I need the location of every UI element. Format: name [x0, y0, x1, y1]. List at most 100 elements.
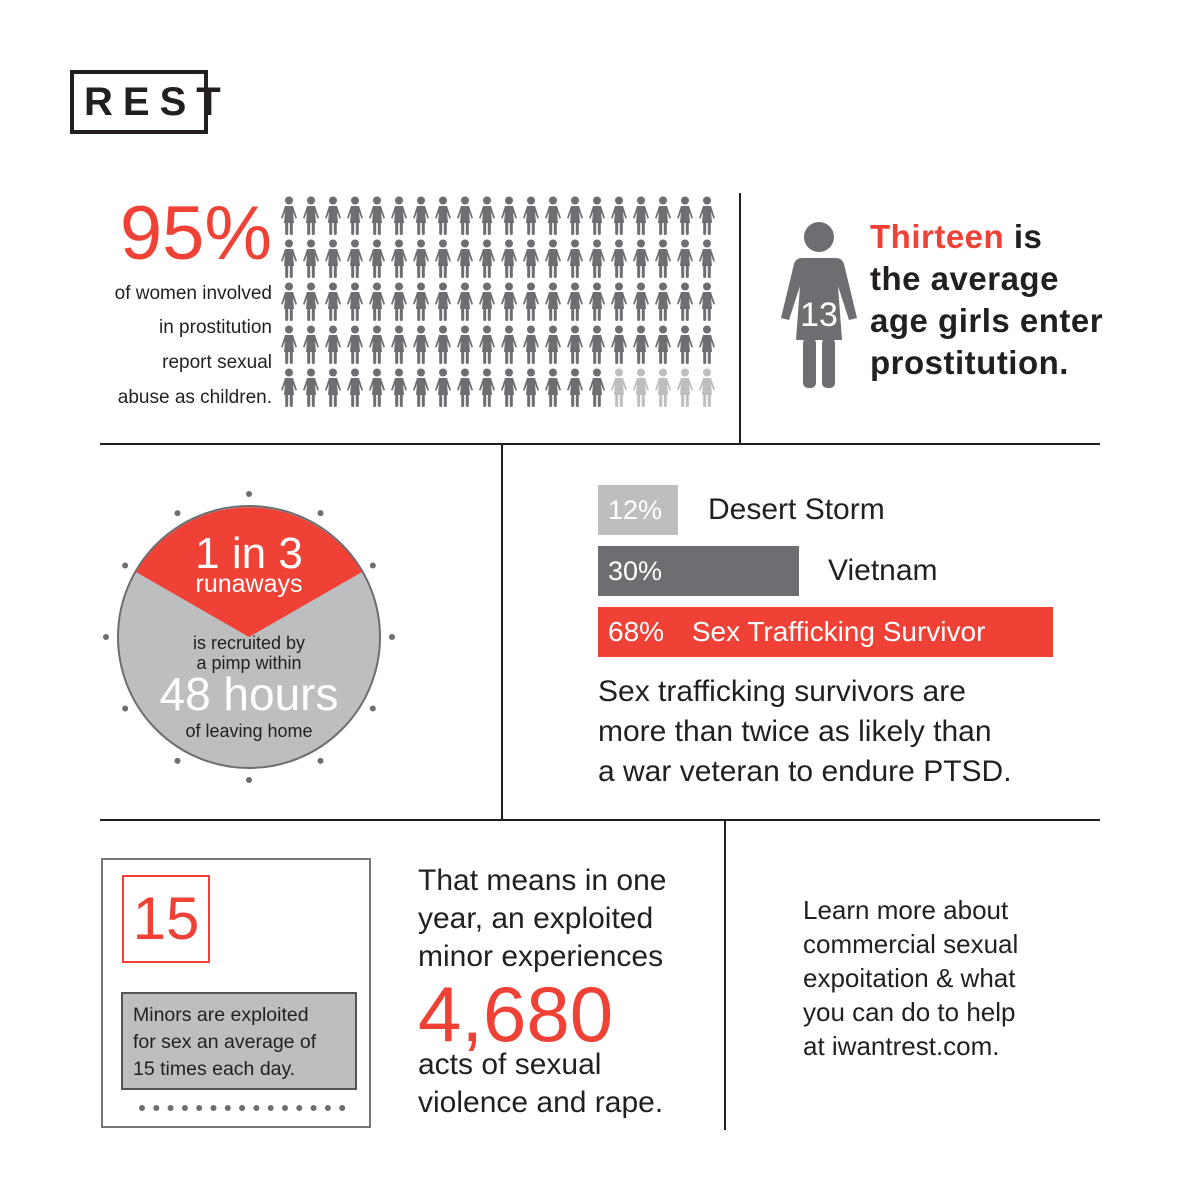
woman-pictogram-icon — [501, 196, 517, 235]
learn-more-line-2: commercial sexual — [803, 929, 1019, 959]
card-dot — [139, 1105, 145, 1111]
bar-desert-storm: 12% — [598, 485, 679, 535]
card-dot — [167, 1105, 174, 1111]
woman-pictogram-icon — [281, 368, 297, 407]
thirteen-highlight: Thirteen — [870, 218, 1005, 255]
divider-col1 — [739, 193, 741, 443]
yearly-outro-line-2: violence and rape. — [418, 1086, 664, 1119]
woman-pictogram-icon — [413, 325, 429, 364]
woman-pictogram-icon — [413, 282, 429, 321]
card-dot — [324, 1105, 331, 1111]
card-dot-row — [139, 1105, 346, 1111]
woman-pictogram-icon — [589, 325, 605, 364]
woman-pictogram-icon — [479, 368, 495, 407]
runaways-hours: 48 hours — [159, 668, 338, 720]
woman-pictogram-icon — [303, 282, 319, 321]
woman-pictogram-icon — [699, 196, 715, 235]
clock-tick-dot — [103, 634, 109, 640]
woman-pictogram-icon — [369, 325, 385, 364]
woman-pictogram-icon — [589, 368, 605, 407]
card-dot — [253, 1105, 260, 1111]
woman-pictogram-icon — [501, 239, 517, 278]
woman-pictogram-icon — [369, 368, 385, 407]
woman-icon: 13 — [781, 222, 857, 388]
ptsd-line-1: Sex trafficking survivors are — [598, 675, 966, 708]
woman-pictogram-icon — [391, 239, 407, 278]
daily-caption: Minors are exploited for sex an average … — [121, 992, 357, 1090]
card-dot — [196, 1105, 203, 1111]
clock-wedge-one-third — [136, 507, 362, 637]
yearly-number: 4,680 — [418, 970, 614, 1058]
woman-pictogram-icon — [655, 196, 671, 235]
yearly-intro-line-3: minor experiences — [418, 940, 664, 973]
yearly-outro: acts of sexual violence and rape. — [418, 1046, 718, 1122]
clock-tick-dot — [122, 705, 129, 712]
clock-tick-dot — [246, 491, 252, 497]
woman-pictogram-icon — [589, 196, 605, 235]
woman-pictogram-icon — [435, 325, 451, 364]
thirteen-rest: is — [1004, 218, 1043, 255]
woman-pictogram-icon — [347, 368, 363, 407]
woman-pictogram-icon — [501, 368, 517, 407]
bar-desert-storm-percent: 12% — [608, 495, 663, 525]
woman-pictogram-icon — [677, 239, 693, 278]
yearly-outro-line-1: acts of sexual — [418, 1048, 602, 1081]
thirteen-text: Thirteen is the average age girls enter … — [870, 216, 1170, 384]
woman-pictogram-icon — [347, 239, 363, 278]
woman-pictogram-icon — [501, 282, 517, 321]
woman-pictogram-icon — [523, 282, 539, 321]
yearly-intro-line-2: year, an exploited — [418, 902, 654, 935]
woman-pictogram-icon — [677, 282, 693, 321]
learn-more-line-4: you can do to help — [803, 997, 1016, 1027]
woman-pictogram-icon — [699, 325, 715, 364]
woman-pictogram-icon — [457, 196, 473, 235]
woman-pictogram-icon — [655, 239, 671, 278]
bar-desert-storm-label: Desert Storm — [708, 493, 885, 526]
woman-pictogram-icon — [413, 239, 429, 278]
woman-pictogram-icon — [413, 368, 429, 407]
woman-pictogram-icon — [523, 239, 539, 278]
woman-pictogram-icon — [611, 282, 627, 321]
woman-pictogram-icon — [611, 325, 627, 364]
clock-tick-dot — [369, 562, 376, 569]
woman-pictogram-icon — [633, 325, 649, 364]
clock-tick-dot — [389, 634, 395, 640]
stat-95-line-4: abuse as children. — [117, 387, 272, 408]
woman-pictogram-icon — [567, 196, 583, 235]
thirteen-line-3: age girls enter — [870, 302, 1104, 339]
woman-pictogram-icon — [699, 282, 715, 321]
woman-pictogram-icon — [303, 239, 319, 278]
daily-caption-line-3: 15 times each day. — [133, 1058, 296, 1080]
bar-vietnam: 30% — [598, 546, 799, 596]
woman-pictogram-icon — [457, 325, 473, 364]
woman-pictogram-icon — [545, 368, 561, 407]
woman-pictogram-icon — [325, 368, 341, 407]
bar-vietnam-percent: 30% — [608, 556, 663, 586]
woman-pictogram-icon — [501, 325, 517, 364]
divider-row2 — [100, 819, 1100, 821]
woman-pictogram-icon — [479, 239, 495, 278]
divider-col3 — [724, 820, 726, 1130]
woman-icon-number: 13 — [800, 296, 838, 334]
thirteen-line-2: the average — [870, 260, 1059, 297]
woman-pictogram-icon — [281, 196, 297, 235]
woman-pictogram-icon — [611, 239, 627, 278]
woman-pictogram-icon — [523, 325, 539, 364]
woman-pictogram-icon — [325, 325, 341, 364]
woman-pictogram-icon — [567, 239, 583, 278]
woman-pictogram-icon — [655, 368, 671, 407]
woman-pictogram-icon — [347, 196, 363, 235]
woman-pictogram-icon — [479, 325, 495, 364]
woman-pictogram-icon — [545, 239, 561, 278]
woman-pictogram-icon — [435, 368, 451, 407]
daily-number: 15 — [122, 875, 210, 963]
clock-tick-dots — [103, 491, 395, 783]
ptsd-line-3: a war veteran to endure PTSD. — [598, 755, 1012, 788]
woman-pictogram-icon — [391, 325, 407, 364]
woman-pictogram-icon — [325, 282, 341, 321]
bar-sex-trafficking: 68% Sex Trafficking Survivor — [598, 607, 1053, 657]
runaways-headline: 1 in 3 — [195, 529, 303, 578]
clock-tick-dot — [174, 757, 181, 764]
woman-pictogram-icon — [567, 325, 583, 364]
woman-pictogram-icon — [391, 282, 407, 321]
